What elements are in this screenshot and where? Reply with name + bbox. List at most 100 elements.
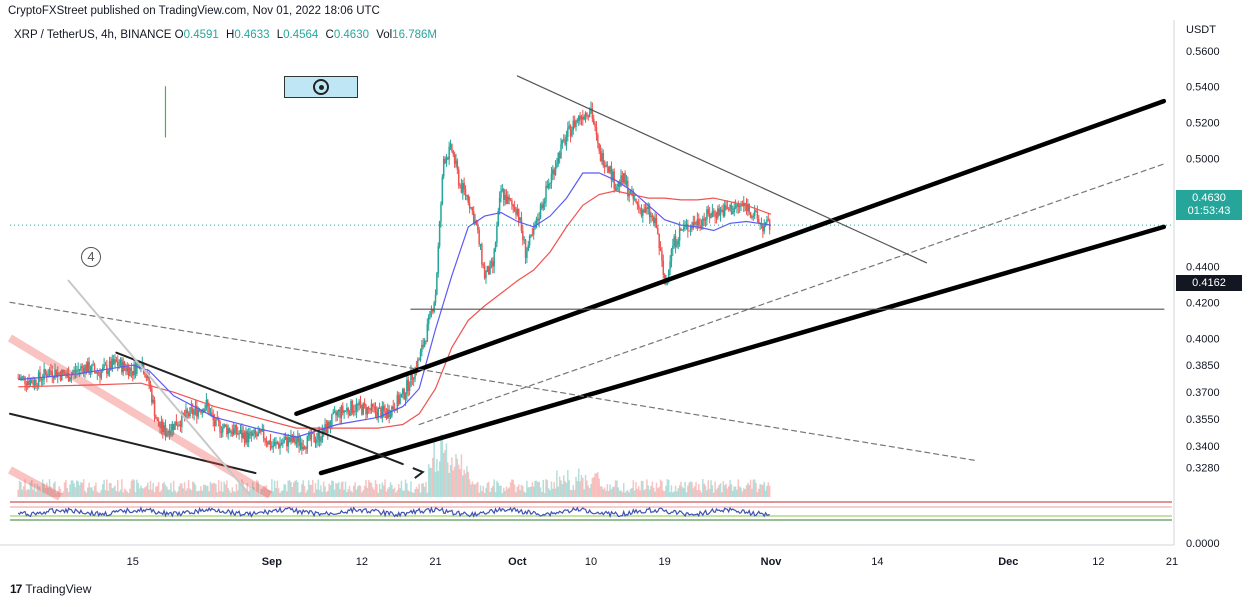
candle-body [328, 421, 330, 428]
candle-body [62, 370, 64, 373]
candle-body [617, 181, 620, 187]
candle-body [579, 115, 581, 120]
candle-body [554, 166, 557, 175]
volume-bar [414, 489, 416, 497]
volume-bar [430, 467, 433, 497]
volume-bar [182, 488, 184, 497]
volume-bar [306, 490, 309, 497]
volume-bar [507, 488, 509, 497]
candle-body [692, 222, 695, 229]
candle-body [22, 376, 25, 378]
volume-bar [118, 491, 120, 497]
candle-body [695, 224, 697, 226]
volume-bar [336, 483, 339, 497]
volume-bar [294, 480, 296, 497]
candle-body [133, 363, 135, 376]
x-tick-label: Oct [508, 556, 527, 568]
y-tick-label: 0.5400 [1186, 82, 1220, 94]
candle-body [290, 435, 292, 442]
drawing-anchor-button[interactable] [284, 76, 358, 98]
candle-body [196, 405, 198, 417]
candle-body [286, 436, 288, 447]
volume-bar [84, 490, 86, 497]
candle-body [745, 204, 748, 211]
volume-bar [564, 481, 566, 497]
candle-body [320, 440, 322, 442]
volume-bar [384, 479, 386, 497]
volume-bar [207, 485, 209, 497]
candle-body [84, 365, 86, 374]
volume-bar [537, 482, 539, 497]
candle-body [592, 118, 595, 125]
volume-bar [543, 492, 546, 497]
candle-body [178, 424, 180, 426]
candle-body [528, 235, 531, 246]
y-axis-unit: USDT [1186, 24, 1216, 36]
candle-body [249, 431, 251, 434]
volume-bar [718, 484, 720, 497]
volume-bar [744, 489, 746, 497]
volume-bar [365, 479, 367, 497]
volume-bar [432, 457, 434, 497]
volume-bar [20, 482, 22, 497]
x-tick-label: 10 [585, 556, 597, 568]
candle-body [590, 108, 592, 113]
volume-bar [129, 488, 131, 497]
candle-body [381, 405, 384, 419]
candle-body [215, 418, 217, 427]
volume-bar [48, 479, 51, 497]
candle-body [628, 193, 630, 197]
volume-bar [267, 489, 269, 497]
candle-body [700, 225, 703, 227]
candle-body [507, 196, 509, 204]
volume-bar [329, 485, 332, 497]
volume-bar [65, 479, 67, 497]
candle-body [706, 209, 708, 220]
candle-body [185, 409, 187, 418]
volume-bar [230, 492, 232, 497]
volume-bar [351, 492, 354, 497]
candle-body [682, 226, 685, 230]
volume-bar [418, 483, 420, 497]
volume-bar [719, 483, 722, 497]
volume-bar [220, 481, 223, 497]
y-tick-label: 0.4400 [1186, 261, 1220, 273]
candle-body [369, 408, 371, 411]
volume-bar [339, 489, 341, 497]
volume-bar [106, 479, 108, 497]
ohlc-high-value: 0.4633 [234, 29, 270, 41]
candle-body [767, 219, 770, 221]
trend-line-wedge-top [115, 351, 404, 466]
volume-bar [699, 490, 701, 497]
candle-body [310, 432, 313, 440]
volume-bar [316, 489, 318, 497]
candle-body [575, 120, 577, 127]
volume-bar [181, 483, 183, 497]
candle-body [155, 416, 157, 420]
candle-body [116, 361, 119, 366]
volume-bar [249, 487, 251, 497]
candle-body [479, 244, 482, 246]
volume-bar [614, 480, 617, 497]
candle-body [69, 379, 71, 382]
candle-body [511, 200, 513, 205]
volume-bar [179, 483, 182, 497]
volume-bar [183, 482, 186, 497]
volume-bar [580, 474, 583, 497]
volume-bar [395, 492, 397, 497]
volume-bar [497, 482, 500, 497]
candle-body [736, 204, 738, 207]
volume-bar [740, 487, 742, 497]
candle-body [538, 218, 540, 221]
candle-body [489, 262, 491, 275]
volume-bar [607, 490, 610, 497]
candle-body [496, 225, 498, 243]
volume-bar [472, 484, 475, 497]
volume-bar [392, 489, 394, 497]
candle-body [217, 418, 220, 422]
candle-body [276, 442, 279, 444]
volume-bar [242, 482, 244, 497]
candle-body [614, 188, 617, 191]
volume-bar [429, 467, 431, 497]
